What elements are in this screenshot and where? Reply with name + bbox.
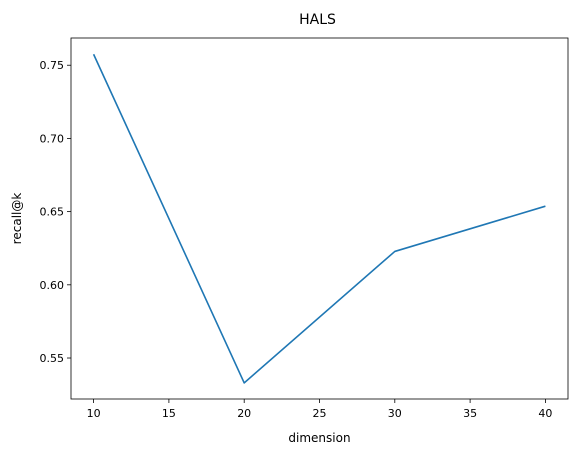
x-tick-label: 20	[237, 407, 251, 420]
y-tick-label: 0.60	[40, 279, 65, 292]
x-tick-label: 15	[162, 407, 176, 420]
y-tick-label: 0.55	[40, 352, 65, 365]
series-line-0	[94, 54, 546, 383]
y-axis-ticks: 0.55 0.60 0.65 0.70 0.75	[40, 59, 72, 365]
y-axis-label: recall@k	[10, 193, 24, 245]
x-tick-label: 40	[538, 407, 552, 420]
x-axis-label: dimension	[288, 431, 350, 445]
x-tick-label: 30	[388, 407, 402, 420]
x-axis-ticks: 10 15 20 25 30 35 40	[87, 399, 553, 420]
chart-title: HALS	[299, 12, 336, 28]
x-tick-label: 25	[313, 407, 327, 420]
y-tick-label: 0.70	[40, 132, 65, 145]
y-tick-label: 0.75	[40, 59, 65, 72]
axes-frame	[71, 38, 568, 399]
x-tick-label: 10	[87, 407, 101, 420]
y-tick-label: 0.65	[40, 206, 65, 219]
x-tick-label: 35	[463, 407, 477, 420]
plot-area	[94, 54, 546, 383]
